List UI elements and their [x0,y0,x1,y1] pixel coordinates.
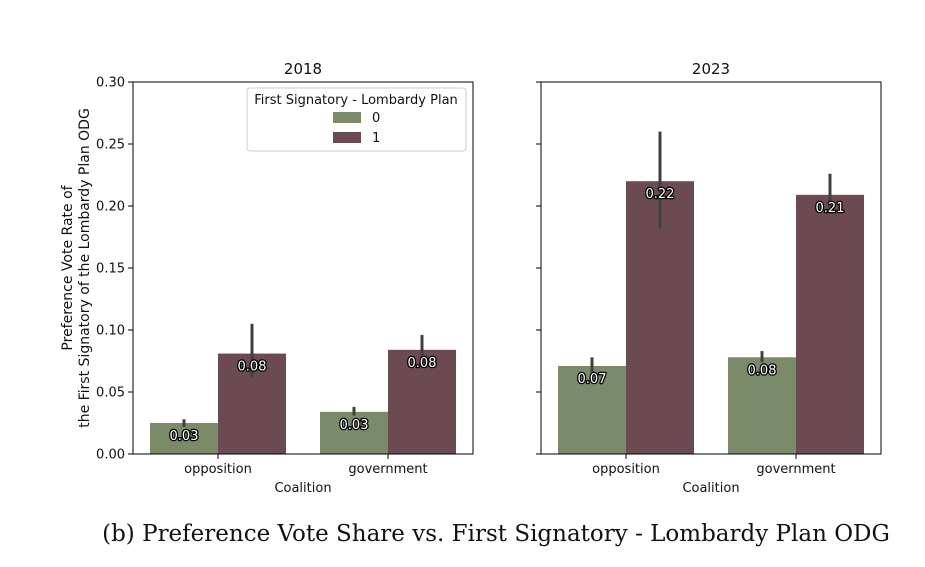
figure-caption: (b) Preference Vote Share vs. First Sign… [102,521,890,547]
y-tick-label: 0.05 [96,386,125,401]
panel-title: 2023 [692,60,730,78]
y-tick-label: 0.10 [96,324,125,339]
legend-title: First Signatory - Lombardy Plan [254,93,458,108]
legend-swatch-1 [333,132,361,143]
bar-government-series-0 [728,357,796,454]
legend: First Signatory - Lombardy Plan 0 1 [246,87,467,152]
y-tick-label: 0.25 [96,138,125,153]
data-label-opposition-series-1: 0.22 [646,187,675,202]
x-axis-label: Coalition [274,481,331,496]
x-axis-label: Coalition [682,481,739,496]
data-label-opposition-series-0: 0.03 [170,429,199,444]
legend-label-1: 1 [372,131,380,146]
bar-government-series-0 [320,411,388,454]
legend-swatch-0 [333,112,361,123]
x-tick-label-government: government [348,462,427,477]
x-tick-label-opposition: opposition [592,462,660,477]
y-tick-label: 0.15 [96,262,125,277]
data-label-government-series-1: 0.08 [408,356,437,371]
bar-opposition-series-0 [150,423,218,454]
bar-opposition-series-0 [558,365,626,454]
data-label-opposition-series-1: 0.08 [238,360,267,375]
data-label-government-series-0: 0.08 [748,363,777,378]
data-label-government-series-0: 0.03 [340,418,369,433]
x-tick-label-government: government [756,462,835,477]
data-label-opposition-series-0: 0.07 [578,372,607,387]
bar-government-series-1 [796,194,864,454]
y-tick-label: 0.30 [96,76,125,91]
chart-panel-2018: 2018 0.03 0.08 opposition 0.03 0.08 government… [96,60,474,496]
y-tick-label: 0.20 [96,200,125,215]
x-tick-label-opposition: opposition [184,462,252,477]
panel-title: 2018 [284,60,322,78]
legend-label-0: 0 [372,111,380,126]
y-axis-label-line: the First Signatory of the Lombardy Plan… [77,108,93,428]
data-label-government-series-1: 0.21 [816,201,845,216]
bar-government-series-1 [388,349,456,454]
chart-panel-2023: 2023 0.07 0.22 opposition 0.08 0.21 government… [536,60,882,496]
y-axis-label-line: Preference Vote Rate of [60,184,76,350]
y-axis-label: Preference Vote Rate ofthe First Signato… [60,108,93,428]
y-tick-label: 0.00 [96,448,125,463]
